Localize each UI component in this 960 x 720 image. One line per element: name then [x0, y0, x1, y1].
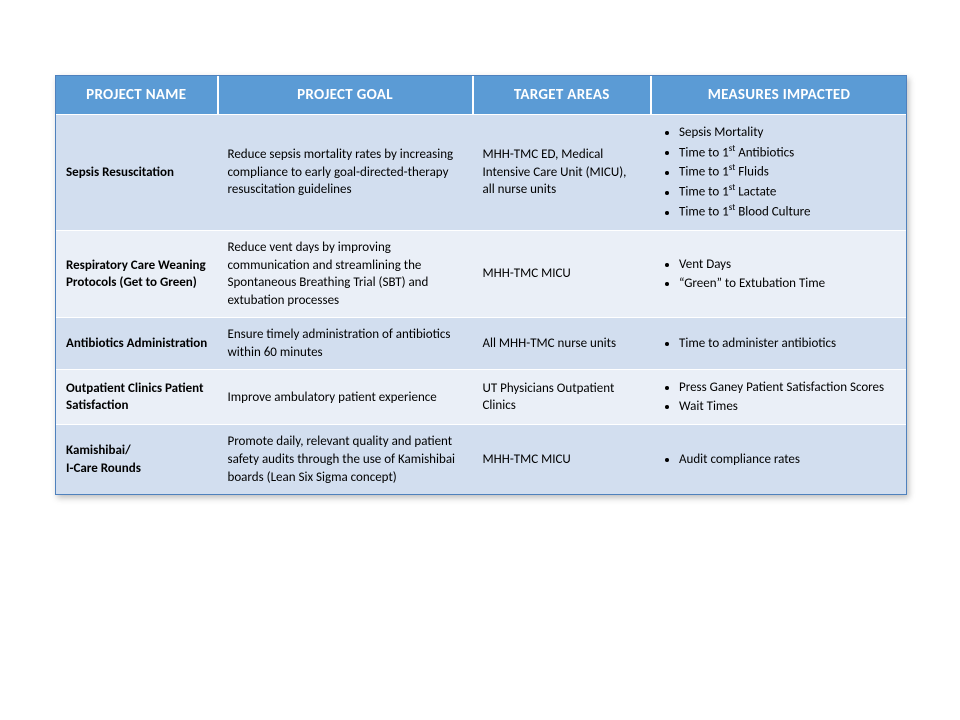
project-goal: Reduce sepsis mortality rates by increas…: [218, 115, 473, 231]
target-areas: All MHH-TMC nurse units: [473, 318, 652, 370]
table-row: Kamishibai/I-Care RoundsPromote daily, r…: [56, 425, 906, 494]
measures-impacted: Vent Days“Green” to Extubation Time: [651, 231, 906, 318]
measure-item: Time to 1st Antibiotics: [679, 143, 896, 162]
project-name: Kamishibai/I-Care Rounds: [56, 425, 218, 494]
project-name: Respiratory Care Weaning Protocols (Get …: [56, 231, 218, 318]
table-body: Sepsis ResuscitationReduce sepsis mortal…: [56, 115, 906, 495]
measure-item: Time to administer antibiotics: [679, 335, 896, 353]
measures-list: Audit compliance rates: [661, 451, 896, 469]
target-areas: UT Physicians Outpatient Clinics: [473, 370, 652, 425]
measure-item: Sepsis Mortality: [679, 124, 896, 142]
measures-list: Sepsis MortalityTime to 1st AntibioticsT…: [661, 124, 896, 221]
target-areas: MHH-TMC MICU: [473, 425, 652, 494]
measures-impacted: Press Ganey Patient Satisfaction ScoresW…: [651, 370, 906, 425]
measure-item: Time to 1st Lactate: [679, 182, 896, 201]
target-areas: MHH-TMC MICU: [473, 231, 652, 318]
measures-impacted: Audit compliance rates: [651, 425, 906, 494]
project-goal: Reduce vent days by improving communicat…: [218, 231, 473, 318]
measures-list: Time to administer antibiotics: [661, 335, 896, 353]
measures-list: Vent Days“Green” to Extubation Time: [661, 256, 896, 292]
col-header-1: PROJECT GOAL: [218, 76, 473, 115]
table-row: Antibiotics AdministrationEnsure timely …: [56, 318, 906, 370]
col-header-3: MEASURES IMPACTED: [651, 76, 906, 115]
measure-item: “Green” to Extubation Time: [679, 275, 896, 293]
measures-list: Press Ganey Patient Satisfaction ScoresW…: [661, 379, 896, 415]
projects-table: PROJECT NAMEPROJECT GOALTARGET AREASMEAS…: [56, 76, 906, 494]
table-header-row: PROJECT NAMEPROJECT GOALTARGET AREASMEAS…: [56, 76, 906, 115]
projects-table-wrap: PROJECT NAMEPROJECT GOALTARGET AREASMEAS…: [55, 75, 907, 495]
canvas: PROJECT NAMEPROJECT GOALTARGET AREASMEAS…: [0, 0, 960, 720]
measure-item: Wait Times: [679, 398, 896, 416]
measure-item: Audit compliance rates: [679, 451, 896, 469]
measure-item: Time to 1st Fluids: [679, 162, 896, 181]
measure-item: Time to 1st Blood Culture: [679, 202, 896, 221]
project-name: Outpatient Clinics Patient Satisfaction: [56, 370, 218, 425]
project-name: Sepsis Resuscitation: [56, 115, 218, 231]
col-header-0: PROJECT NAME: [56, 76, 218, 115]
measure-item: Vent Days: [679, 256, 896, 274]
project-goal: Promote daily, relevant quality and pati…: [218, 425, 473, 494]
measures-impacted: Sepsis MortalityTime to 1st AntibioticsT…: [651, 115, 906, 231]
project-goal: Ensure timely administration of antibiot…: [218, 318, 473, 370]
measure-item: Press Ganey Patient Satisfaction Scores: [679, 379, 896, 397]
project-goal: Improve ambulatory patient experience: [218, 370, 473, 425]
target-areas: MHH-TMC ED, Medical Intensive Care Unit …: [473, 115, 652, 231]
project-name: Antibiotics Administration: [56, 318, 218, 370]
measures-impacted: Time to administer antibiotics: [651, 318, 906, 370]
table-row: Respiratory Care Weaning Protocols (Get …: [56, 231, 906, 318]
table-row: Sepsis ResuscitationReduce sepsis mortal…: [56, 115, 906, 231]
col-header-2: TARGET AREAS: [473, 76, 652, 115]
table-row: Outpatient Clinics Patient SatisfactionI…: [56, 370, 906, 425]
